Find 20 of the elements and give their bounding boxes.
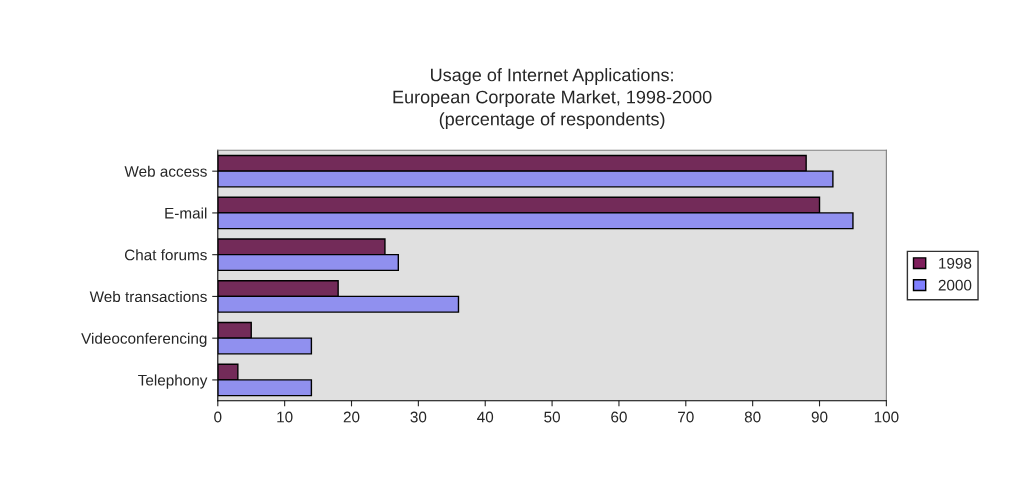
x-tick-label: 30 xyxy=(410,411,427,423)
legend-label: 2000 xyxy=(938,279,972,291)
y-tick-label: Web access xyxy=(124,165,207,177)
x-tick-label: 80 xyxy=(744,411,761,423)
x-tick-label: 20 xyxy=(343,411,360,423)
y-tick-label: Videoconferencing xyxy=(81,332,207,347)
x-tick-label: 60 xyxy=(611,411,627,423)
x-tick-label: 40 xyxy=(477,411,494,423)
y-tick-label: Telephony xyxy=(138,374,208,389)
y-tick-label: E-mail xyxy=(165,207,207,219)
y-tick-label: Chat forums xyxy=(124,249,207,261)
y-tick-label: Web transactions xyxy=(89,290,207,303)
x-tick-label: 70 xyxy=(678,411,694,423)
legend-label: 1998 xyxy=(939,257,972,269)
x-tick-label: 90 xyxy=(811,411,828,423)
x-tick-label: 10 xyxy=(277,411,293,423)
x-tick-label: 50 xyxy=(544,411,560,423)
x-tick-label: 0 xyxy=(214,411,222,423)
chart-title: Usage of Internet Applications: European Corporate Market, 1998-2000 (percentage of respondents) xyxy=(393,68,712,130)
x-tick-label: 100 xyxy=(874,411,899,423)
